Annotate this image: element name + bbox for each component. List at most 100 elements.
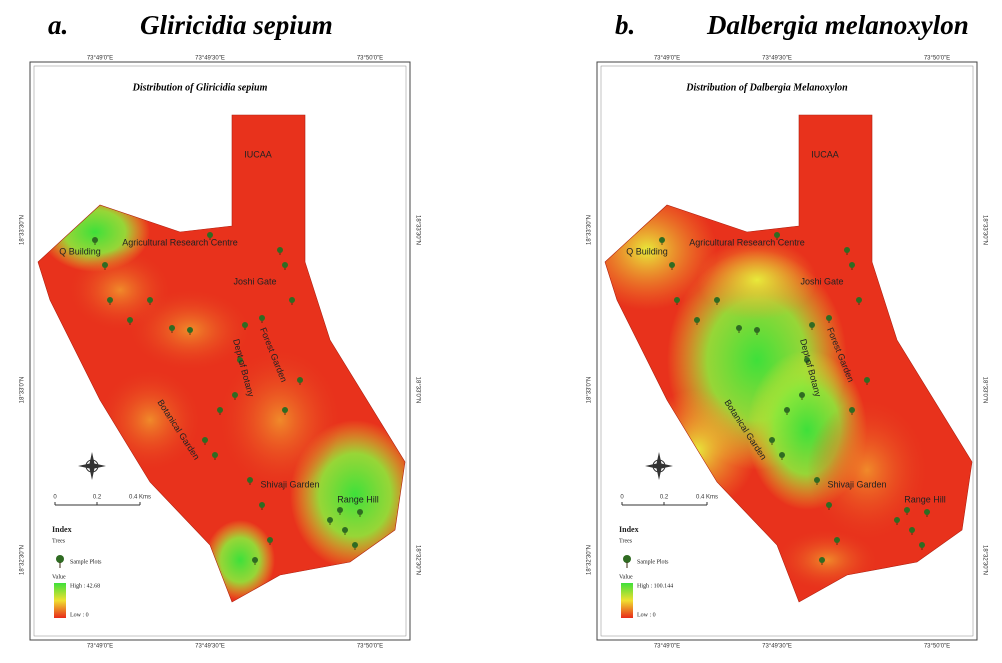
longitude-label: 73°50'0"E — [357, 56, 383, 62]
tree-icon — [864, 377, 870, 383]
tree-icon — [259, 315, 265, 321]
north-arrow — [78, 452, 106, 480]
panel-letter: b. — [615, 10, 635, 40]
legend-high: High : 100.144 — [637, 583, 673, 589]
map-title: Distribution of Dalbergia Melanoxylon — [685, 82, 848, 93]
legend-tree-icon — [623, 555, 631, 563]
tree-icon — [659, 237, 665, 243]
tree-icon — [799, 392, 805, 398]
place-label: Joshi Gate — [233, 276, 276, 286]
map-title: Distribution of Gliricidia sepium — [132, 82, 268, 93]
longitude-label: 73°50'0"E — [357, 644, 383, 650]
latitude-label: 18°32'30"N — [587, 545, 593, 575]
legend-low: Low : 0 — [70, 612, 89, 618]
tree-icon — [769, 437, 775, 443]
longitude-label: 73°49'0"E — [654, 56, 680, 62]
tree-icon — [736, 325, 742, 331]
tree-icon — [809, 322, 815, 328]
tree-icon — [357, 509, 363, 515]
tree-icon — [909, 527, 915, 533]
place-label: Range Hill — [904, 494, 946, 504]
figure: a.Gliricidia sepiumDistribution of Gliri… — [0, 0, 1002, 658]
tree-icon — [714, 297, 720, 303]
tree-icon — [187, 327, 193, 333]
scale-label: 0.2 — [93, 495, 102, 501]
place-label: Agricultural Research Centre — [122, 237, 238, 247]
map-panel: a.Gliricidia sepiumDistribution of Gliri… — [20, 10, 421, 649]
latitude-label: 18°33'30"N — [981, 215, 987, 245]
place-label: Range Hill — [337, 494, 379, 504]
latitude-label: 18°33'0"N — [20, 377, 26, 404]
place-label: Q Building — [626, 246, 668, 256]
legend-value: Value — [52, 574, 66, 580]
longitude-label: 73°50'0"E — [924, 56, 950, 62]
legend-group: Trees — [52, 538, 66, 544]
legend-ramp — [621, 583, 633, 618]
tree-icon — [856, 297, 862, 303]
latitude-label: 18°33'0"N — [981, 377, 987, 404]
tree-icon — [819, 557, 825, 563]
tree-icon — [212, 452, 218, 458]
tree-icon — [259, 502, 265, 508]
tree-icon — [844, 247, 850, 253]
heat-blob — [70, 250, 170, 330]
longitude-label: 73°50'0"E — [924, 644, 950, 650]
scale-label: 0.4 Kms — [696, 495, 718, 501]
tree-icon — [289, 297, 295, 303]
latitude-label: 18°33'0"N — [587, 377, 593, 404]
latitude-label: 18°33'30"N — [587, 215, 593, 245]
tree-icon — [919, 542, 925, 548]
heat-blob — [100, 370, 200, 470]
tree-icon — [252, 557, 258, 563]
body: a.Gliricidia sepiumDistribution of Gliri… — [0, 0, 1002, 658]
longitude-label: 73°49'30"E — [762, 56, 792, 62]
tree-icon — [754, 327, 760, 333]
place-label: Q Building — [59, 246, 101, 256]
tree-icon — [849, 262, 855, 268]
legend-value: Value — [619, 574, 633, 580]
heat-blob — [697, 240, 817, 320]
tree-icon — [147, 297, 153, 303]
tree-icon — [297, 377, 303, 383]
place-label: Agricultural Research Centre — [689, 237, 805, 247]
tree-icon — [202, 437, 208, 443]
tree-icon — [282, 262, 288, 268]
longitude-label: 73°49'30"E — [195, 56, 225, 62]
tree-icon — [327, 517, 333, 523]
scale-label: 0.4 Kms — [129, 495, 151, 501]
scale-label: 0 — [53, 495, 57, 501]
tree-icon — [169, 325, 175, 331]
panel-letter: a. — [48, 10, 68, 40]
longitude-label: 73°49'0"E — [87, 56, 113, 62]
tree-icon — [342, 527, 348, 533]
tree-icon — [849, 407, 855, 413]
tree-icon — [232, 392, 238, 398]
tree-icon — [669, 262, 675, 268]
tree-icon — [784, 407, 790, 413]
legend-title: Index — [52, 525, 72, 534]
place-label: Shivaji Garden — [827, 479, 886, 489]
tree-icon — [924, 509, 930, 515]
legend-tree-icon — [56, 555, 64, 563]
tree-icon — [674, 297, 680, 303]
tree-icon — [217, 407, 223, 413]
legend-sample: Sample Plots — [637, 559, 669, 565]
tree-icon — [277, 247, 283, 253]
scale-label: 0 — [620, 495, 624, 501]
tree-icon — [694, 317, 700, 323]
tree-icon — [92, 237, 98, 243]
legend-title: Index — [619, 525, 639, 534]
longitude-label: 73°49'0"E — [654, 644, 680, 650]
heat-blob — [637, 390, 757, 510]
longitude-label: 73°49'30"E — [195, 644, 225, 650]
legend-high: High : 42.68 — [70, 583, 100, 589]
latitude-label: 18°33'0"N — [414, 377, 420, 404]
tree-icon — [247, 477, 253, 483]
tree-icon — [894, 517, 900, 523]
place-label: Joshi Gate — [800, 276, 843, 286]
tree-icon — [779, 452, 785, 458]
heat-blob — [777, 530, 877, 590]
tree-icon — [282, 407, 288, 413]
latitude-label: 18°32'30"N — [414, 545, 420, 575]
